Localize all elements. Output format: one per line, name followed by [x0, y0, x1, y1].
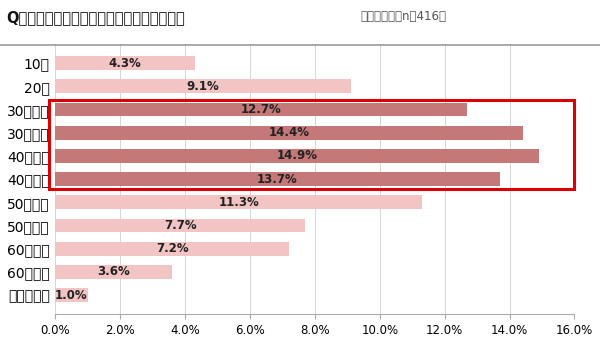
Text: 9.1%: 9.1% [187, 80, 219, 93]
Text: Q．白髪が出始めた年齢を教えてください。: Q．白髪が出始めた年齢を教えてください。 [6, 10, 185, 25]
Bar [55, 265, 172, 279]
Text: 1.0%: 1.0% [55, 289, 88, 302]
Text: 7.7%: 7.7% [164, 219, 196, 232]
Text: 14.9%: 14.9% [277, 149, 317, 162]
Bar [55, 103, 467, 117]
Text: 3.6%: 3.6% [97, 265, 130, 278]
Text: 4.3%: 4.3% [109, 56, 142, 69]
Text: 7.2%: 7.2% [156, 242, 188, 255]
Bar [55, 56, 195, 70]
Text: 12.7%: 12.7% [241, 103, 281, 116]
Bar [55, 79, 350, 93]
Bar [55, 288, 88, 302]
Text: （単数回答／n＝416）: （単数回答／n＝416） [360, 10, 446, 23]
Text: 14.4%: 14.4% [268, 126, 310, 139]
Text: 13.7%: 13.7% [257, 173, 298, 185]
Bar [55, 126, 523, 140]
Bar [55, 195, 422, 209]
Text: 11.3%: 11.3% [218, 196, 259, 209]
Bar [55, 218, 305, 233]
Bar [55, 149, 539, 163]
Bar [55, 242, 289, 256]
Bar [55, 172, 500, 186]
Bar [49, 100, 574, 189]
